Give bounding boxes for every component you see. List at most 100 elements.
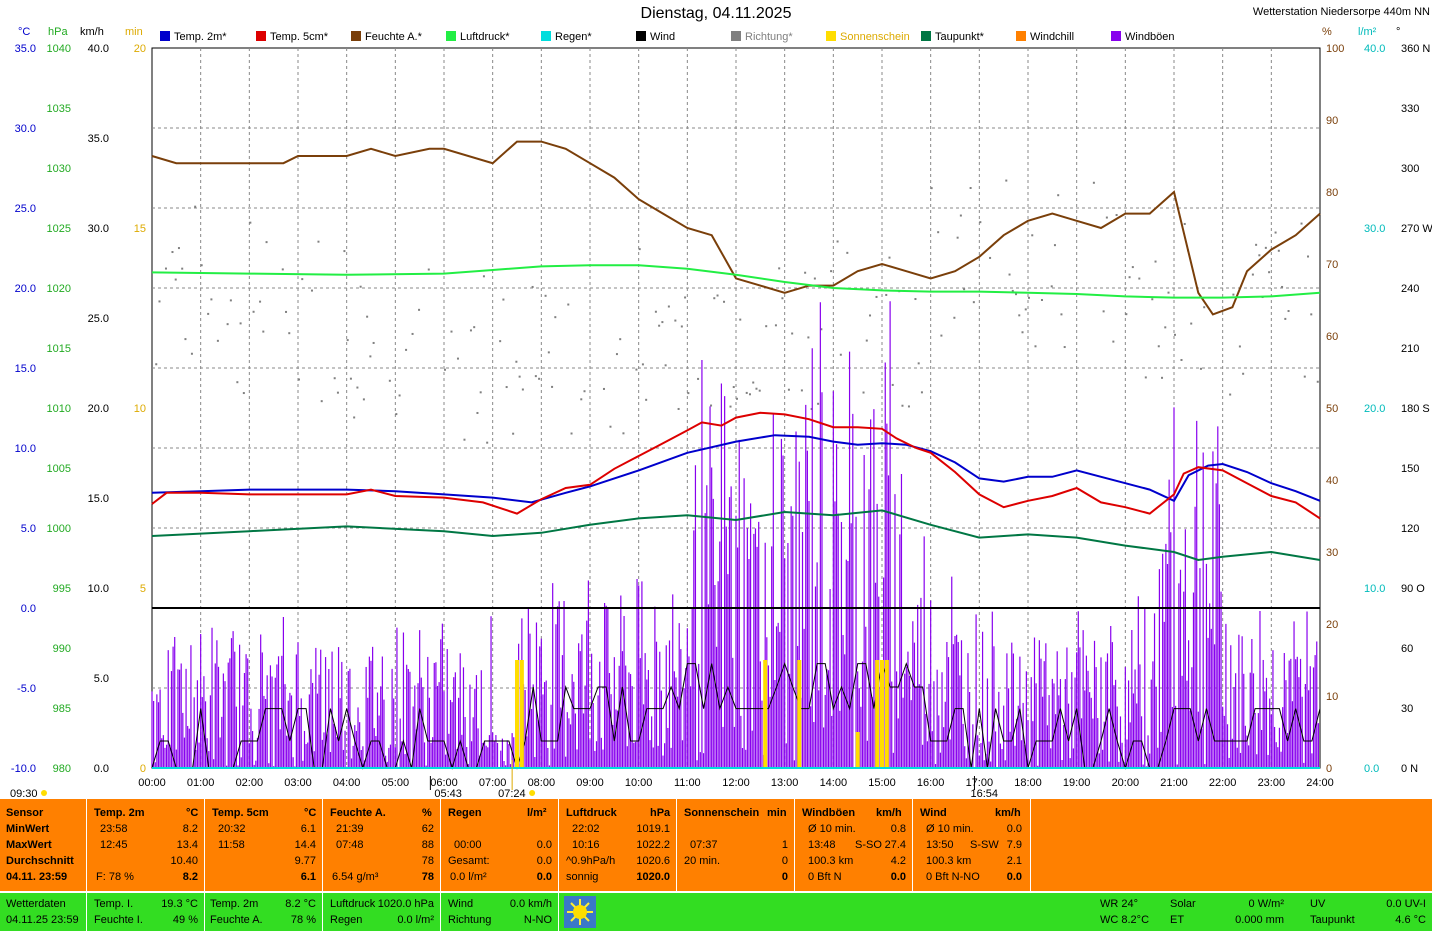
direction-point xyxy=(1300,222,1303,225)
legend-item-3: Luftdruck* xyxy=(446,31,510,43)
wind-r2-label: 100.3 km xyxy=(926,855,972,867)
direction-point xyxy=(1287,310,1290,313)
unit-pressure: hPa xyxy=(48,26,68,38)
legend-label: Regen* xyxy=(555,31,592,43)
direction-point xyxy=(242,392,245,395)
direction-point xyxy=(1274,231,1277,234)
gusts-current: 0.0 xyxy=(890,871,906,883)
temp5cm-unit: °C xyxy=(304,807,317,819)
direction-point xyxy=(343,250,346,253)
sunshine-header: Sonnenschein xyxy=(684,807,760,819)
humidity-series xyxy=(151,140,1321,316)
direction-point xyxy=(518,375,521,378)
direction-point xyxy=(411,332,414,335)
druck-value: 1020.0 hPa xyxy=(377,898,434,910)
tick-sun: 0 xyxy=(140,763,146,775)
tick-direction: 210 xyxy=(1401,343,1419,355)
direction-point xyxy=(1144,376,1147,379)
direction-point xyxy=(538,377,541,380)
direction-point xyxy=(1112,340,1115,343)
direction-point xyxy=(658,324,661,327)
tick-temp: 15.0 xyxy=(15,363,36,375)
tick-pressure: 1025 xyxy=(47,223,71,235)
wr-value: WR 24° xyxy=(1100,898,1139,910)
tick-pressure: 980 xyxy=(53,763,71,775)
direction-point xyxy=(979,221,982,224)
humidity-note: 6.54 g/m³ xyxy=(332,871,379,883)
direction-point xyxy=(1105,216,1108,219)
tick-time: 09:00 xyxy=(576,777,604,789)
direction-point xyxy=(320,400,323,403)
temp2m-current: 8.2 xyxy=(182,871,198,883)
moonrise-marker xyxy=(41,790,47,796)
tick-time: 24:00 xyxy=(1306,777,1334,789)
direction-point xyxy=(456,357,459,360)
pressure-trend: 1020.6 xyxy=(636,855,670,867)
direction-point xyxy=(1125,313,1128,316)
tick-time: 13:00 xyxy=(771,777,799,789)
tick-humidity: 20 xyxy=(1326,619,1338,631)
direction-point xyxy=(716,294,719,297)
sunshine-bar xyxy=(519,660,524,768)
direction-point xyxy=(836,240,839,243)
direction-point xyxy=(570,432,573,435)
unit-direction: ° xyxy=(1396,26,1401,38)
direction-point xyxy=(1242,372,1245,375)
direction-point xyxy=(349,377,352,380)
direction-point xyxy=(940,334,943,337)
tick-direction: 60 xyxy=(1401,643,1413,655)
temp2m-max: 13.4 xyxy=(176,839,198,851)
direction-point xyxy=(839,353,842,356)
tick-wind: 0.0 xyxy=(94,763,109,775)
sensor-header: Sensor xyxy=(6,807,44,819)
direction-point xyxy=(1050,285,1053,288)
direction-point xyxy=(1040,298,1043,301)
row-minwert: MinWert xyxy=(6,823,50,835)
rain-current: 0.0 xyxy=(536,871,552,883)
direction-point xyxy=(684,296,687,299)
row-maxwert: MaxWert xyxy=(6,839,52,851)
pressure-trend-label: ^0.9hPa/h xyxy=(566,855,616,867)
direction-point xyxy=(534,375,537,378)
page-title: Dienstag, 04.11.2025 xyxy=(640,5,792,22)
direction-point xyxy=(820,328,823,331)
temp5cm-min: 6.1 xyxy=(300,823,316,835)
temp2m-min: 8.2 xyxy=(182,823,198,835)
direction-point xyxy=(262,330,265,333)
direction-point xyxy=(1008,273,1011,276)
direction-point xyxy=(1057,194,1060,197)
direction-point xyxy=(301,278,304,281)
direction-point xyxy=(216,339,219,342)
current-conditions-panel: Wetterdaten 04.11.25 23:59 Temp. I. 19.3… xyxy=(0,893,1432,931)
direction-point xyxy=(778,267,781,270)
tick-direction: 360 N xyxy=(1401,43,1430,55)
tick-wind: 20.0 xyxy=(88,403,109,415)
humidity-avg: 78 xyxy=(421,855,434,867)
tick-temp: 20.0 xyxy=(15,283,36,295)
tick-time: 20:00 xyxy=(1112,777,1140,789)
unit-temp: °C xyxy=(18,26,31,38)
direction-point xyxy=(418,308,421,311)
direction-point xyxy=(1102,310,1105,313)
direction-point xyxy=(787,388,790,391)
legend-item-9: Windchill xyxy=(1016,31,1074,43)
sunshine-r1: 1 xyxy=(781,839,788,851)
moonrise-label: 09:30 xyxy=(10,788,38,800)
taupunkt-value: 4.6 °C xyxy=(1395,914,1426,926)
gusts-r2-label: 100.3 km xyxy=(808,855,854,867)
direction-point xyxy=(635,368,638,371)
tick-direction: 0 N xyxy=(1401,763,1418,775)
taupunkt-label: Taupunkt xyxy=(1310,914,1355,926)
tick-time: 18:00 xyxy=(1014,777,1042,789)
direction-point xyxy=(869,314,872,317)
direction-point xyxy=(1063,346,1066,349)
direction-point xyxy=(479,391,482,394)
direction-point xyxy=(398,394,401,397)
direction-point xyxy=(486,441,489,444)
direction-point xyxy=(505,386,508,389)
wind-r1-time: 13:50 xyxy=(926,839,954,851)
tick-sun: 5 xyxy=(140,583,146,595)
direction-point xyxy=(1060,313,1063,316)
tick-direction: 330 xyxy=(1401,103,1419,115)
tempi-value: 19.3 °C xyxy=(161,898,198,910)
